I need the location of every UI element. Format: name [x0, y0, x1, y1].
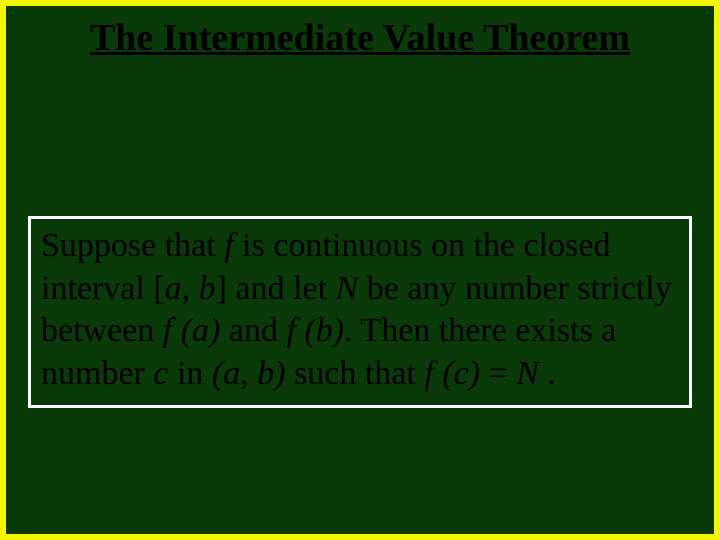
math-ab: (a, b) — [212, 355, 294, 392]
text-segment: Suppose that — [41, 227, 224, 264]
math-f: f — [224, 227, 242, 264]
math-fb: f (b) — [286, 312, 344, 349]
math-fa: f (a) — [163, 312, 229, 349]
text-segment: ] and let — [216, 270, 336, 307]
text-segment: , — [182, 270, 199, 307]
text-segment: such that — [294, 355, 424, 392]
math-b: b — [199, 270, 216, 307]
text-segment: . — [547, 355, 556, 392]
math-a: a — [165, 270, 182, 307]
math-c: c — [153, 355, 177, 392]
theorem-text: Suppose that f is continuous on the clos… — [41, 227, 672, 392]
math-fc: f (c) — [424, 355, 488, 392]
text-segment: in — [177, 355, 212, 392]
math-N2: N — [516, 355, 547, 392]
slide-title: The Intermediate Value Theorem — [6, 16, 714, 60]
slide: The Intermediate Value Theorem Suppose t… — [0, 0, 720, 540]
math-N: N — [336, 270, 367, 307]
theorem-box: Suppose that f is continuous on the clos… — [28, 216, 692, 408]
text-segment: = — [489, 355, 517, 392]
text-segment: and — [229, 312, 287, 349]
